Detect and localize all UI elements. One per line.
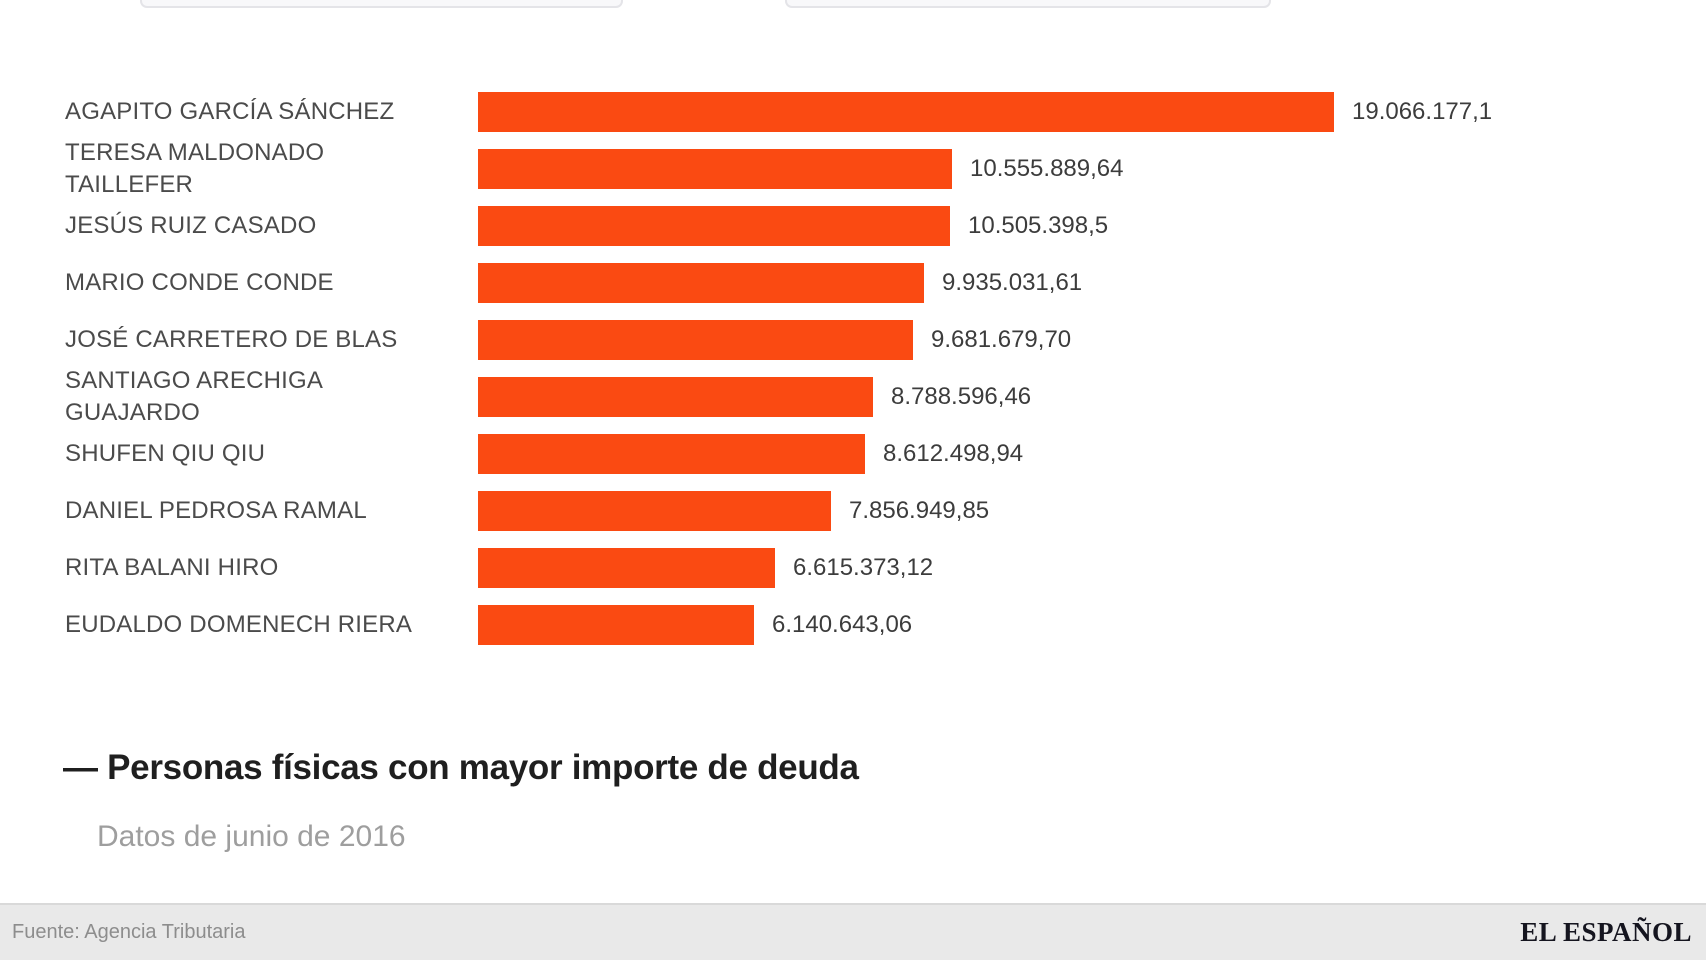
- chart-row: DANIEL PEDROSA RAMAL 7.856.949,85: [65, 482, 1655, 539]
- bar: [478, 205, 950, 246]
- chart-row: JOSÉ CARRETERO DE BLAS 9.681.679,70: [65, 311, 1655, 368]
- chart-row: EUDALDO DOMENECH RIERA 6.140.643,06: [65, 596, 1655, 653]
- bar-chart: AGAPITO GARCÍA SÁNCHEZ 19.066.177,1 TERE…: [65, 83, 1655, 653]
- bar-value-label: 10.505.398,5: [968, 211, 1109, 239]
- bar-category-label: RITA BALANI HIRO: [65, 553, 279, 581]
- cutoff-tab-button-right[interactable]: [785, 0, 1271, 8]
- bar-value-label: 6.140.643,06: [772, 610, 913, 638]
- bar: [478, 604, 754, 645]
- bar: [478, 91, 1334, 132]
- bar-track: 9.935.031,61: [478, 254, 1655, 311]
- chart-title: — Personas físicas con mayor importe de …: [63, 748, 859, 787]
- chart-row: MARIO CONDE CONDE 9.935.031,61: [65, 254, 1655, 311]
- footer-bar: Fuente: Agencia Tributaria EL ESPAÑOL: [0, 903, 1706, 960]
- bar-track: 8.612.498,94: [478, 425, 1655, 482]
- bar-value-label: 8.612.498,94: [883, 439, 1024, 467]
- bar-category-label: SHUFEN QIU QIU: [65, 439, 266, 467]
- cutoff-tab-button-left[interactable]: [140, 0, 623, 8]
- chart-row: SANTIAGO ARECHIGA GUAJARDO 8.788.596,46: [65, 367, 1655, 426]
- chart-row: SHUFEN QIU QIU 8.612.498,94: [65, 425, 1655, 482]
- bar: [478, 148, 952, 189]
- bar: [478, 433, 865, 474]
- bar-track: 10.505.398,5: [478, 197, 1655, 254]
- chart-row: AGAPITO GARCÍA SÁNCHEZ 19.066.177,1: [65, 83, 1655, 140]
- bar-value-label: 10.555.889,64: [970, 154, 1124, 182]
- bar-category-label: TERESA MALDONADO TAILLEFER: [65, 138, 325, 198]
- bar: [478, 319, 913, 360]
- bar-value-label: 7.856.949,85: [849, 496, 990, 524]
- chart-row: RITA BALANI HIRO 6.615.373,12: [65, 539, 1655, 596]
- bar: [478, 547, 775, 588]
- bar: [478, 262, 924, 303]
- bar-track: 10.555.889,64: [478, 140, 1655, 197]
- bar-category-label: EUDALDO DOMENECH RIERA: [65, 610, 413, 638]
- bar-category-label: JOSÉ CARRETERO DE BLAS: [65, 325, 398, 353]
- bar-track: 9.681.679,70: [478, 311, 1655, 368]
- bar-value-label: 9.681.679,70: [931, 325, 1072, 353]
- bar-track: 19.066.177,1: [478, 83, 1655, 140]
- bar-value-label: 6.615.373,12: [793, 553, 934, 581]
- bar-category-label: JESÚS RUIZ CASADO: [65, 211, 317, 239]
- bar: [478, 490, 831, 531]
- bar-track: 7.856.949,85: [478, 482, 1655, 539]
- chart-subtitle: Datos de junio de 2016: [97, 820, 406, 853]
- bar-value-label: 8.788.596,46: [891, 382, 1032, 410]
- bar-value-label: 19.066.177,1: [1352, 97, 1493, 125]
- bar-category-label: AGAPITO GARCÍA SÁNCHEZ: [65, 97, 395, 125]
- bar-category-label: SANTIAGO ARECHIGA GUAJARDO: [65, 366, 322, 426]
- bar-category-label: DANIEL PEDROSA RAMAL: [65, 496, 367, 524]
- bar-track: 6.615.373,12: [478, 539, 1655, 596]
- brand-logo: EL ESPAÑOL: [1520, 917, 1692, 947]
- source-note: Fuente: Agencia Tributaria: [12, 921, 246, 943]
- chart-row: JESÚS RUIZ CASADO 10.505.398,5: [65, 197, 1655, 254]
- bar-track: 8.788.596,46: [478, 368, 1655, 425]
- bar-value-label: 9.935.031,61: [942, 268, 1083, 296]
- chart-row: TERESA MALDONADO TAILLEFER 10.555.889,64: [65, 139, 1655, 198]
- bar-category-label: MARIO CONDE CONDE: [65, 268, 334, 296]
- bar-track: 6.140.643,06: [478, 596, 1655, 653]
- bar: [478, 376, 873, 417]
